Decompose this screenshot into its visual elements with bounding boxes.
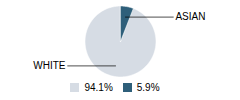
svg-text:WHITE: WHITE [33,60,66,71]
html-text:94.1%: 94.1% [84,82,113,93]
svg-text:ASIAN: ASIAN [175,11,205,22]
html-text:5.9%: 5.9% [136,82,160,93]
